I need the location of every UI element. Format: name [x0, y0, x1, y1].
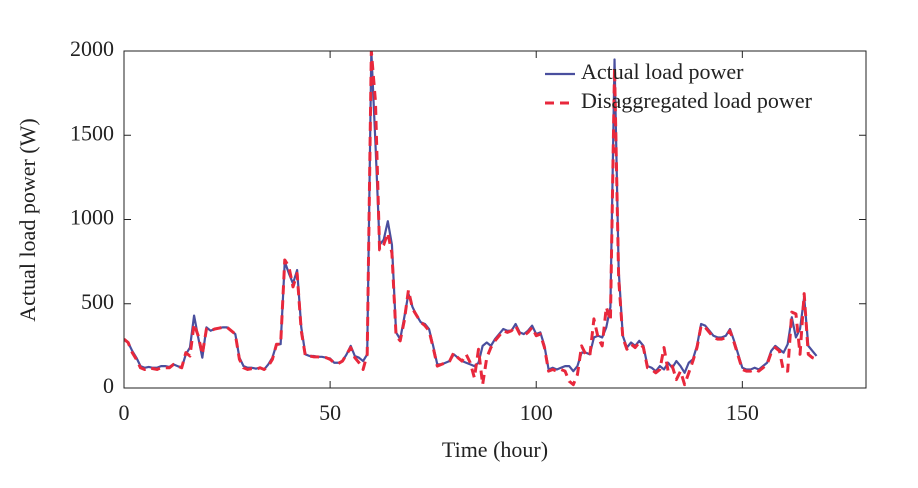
legend-label: Actual load power [581, 59, 744, 84]
x-tick-label: 50 [319, 400, 341, 425]
y-tick-label: 2000 [70, 36, 114, 61]
y-tick-label: 1000 [70, 205, 114, 230]
y-tick-label: 1500 [70, 120, 114, 145]
plot-frame [123, 50, 867, 389]
x-tick-label: 100 [520, 400, 553, 425]
x-axis-label: Time (hour) [442, 437, 548, 462]
y-tick-label: 500 [81, 289, 114, 314]
legend-label: Disaggregated load power [581, 88, 813, 113]
plot-area [124, 51, 818, 387]
x-tick-label: 0 [119, 400, 130, 425]
y-tick-label: 0 [103, 373, 114, 398]
series-line [124, 51, 818, 387]
x-tick-label: 150 [726, 400, 759, 425]
y-axis-label: Actual load power (W) [15, 118, 40, 321]
